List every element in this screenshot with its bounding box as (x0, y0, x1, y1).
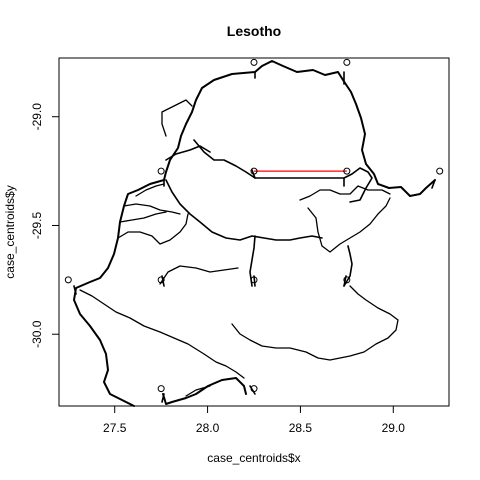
centroid-point-9 (250, 276, 258, 284)
y-tick-label-2: -29.5 (30, 211, 44, 239)
y-tick-label-3: -30.0 (30, 320, 44, 348)
plot-frame (58, 57, 450, 407)
district-boundary-5 (159, 265, 399, 361)
centroid-point-10 (343, 276, 351, 284)
centroid-points (64, 58, 444, 393)
district-boundary-1 (165, 139, 373, 203)
centroid-point-5 (343, 167, 351, 175)
connector-lines (73, 71, 436, 403)
southern-border (162, 377, 247, 405)
centroid-point-3 (157, 167, 165, 175)
centroid-point-8 (157, 276, 165, 284)
district-boundary-4 (249, 235, 353, 287)
x-tick-label-2: 28.0 (196, 421, 220, 435)
centroid-point-6 (436, 167, 444, 175)
district-boundary-8 (79, 289, 245, 397)
x-tick-label-3: 28.5 (289, 421, 313, 435)
centroid-point-4 (250, 167, 258, 175)
country-border (73, 60, 436, 407)
district-boundary-3 (299, 185, 391, 253)
centroid-point-12 (250, 385, 258, 393)
centroid-point-11 (157, 385, 165, 393)
x-tick-label-4: 29.0 (382, 421, 406, 435)
y-axis: -29.0 -29.5 -30.0 (30, 103, 60, 348)
centroid-point-2 (343, 58, 351, 66)
x-axis: 27.5 28.0 28.5 29.0 (103, 405, 406, 435)
centroid-point-7 (64, 276, 72, 284)
x-axis-label: case_centroids$x (207, 451, 300, 465)
y-axis-label: case_centroids$y (3, 185, 17, 278)
chart-title: Lesotho (227, 23, 281, 39)
district-boundary-2 (165, 179, 323, 241)
district-boundary-6 (117, 183, 189, 245)
y-tick-label-1: -29.0 (30, 103, 44, 131)
district-boundary-7 (161, 99, 193, 137)
region-boundaries (73, 60, 436, 407)
centroid-point-1 (250, 58, 258, 66)
x-tick-label-1: 27.5 (103, 421, 127, 435)
